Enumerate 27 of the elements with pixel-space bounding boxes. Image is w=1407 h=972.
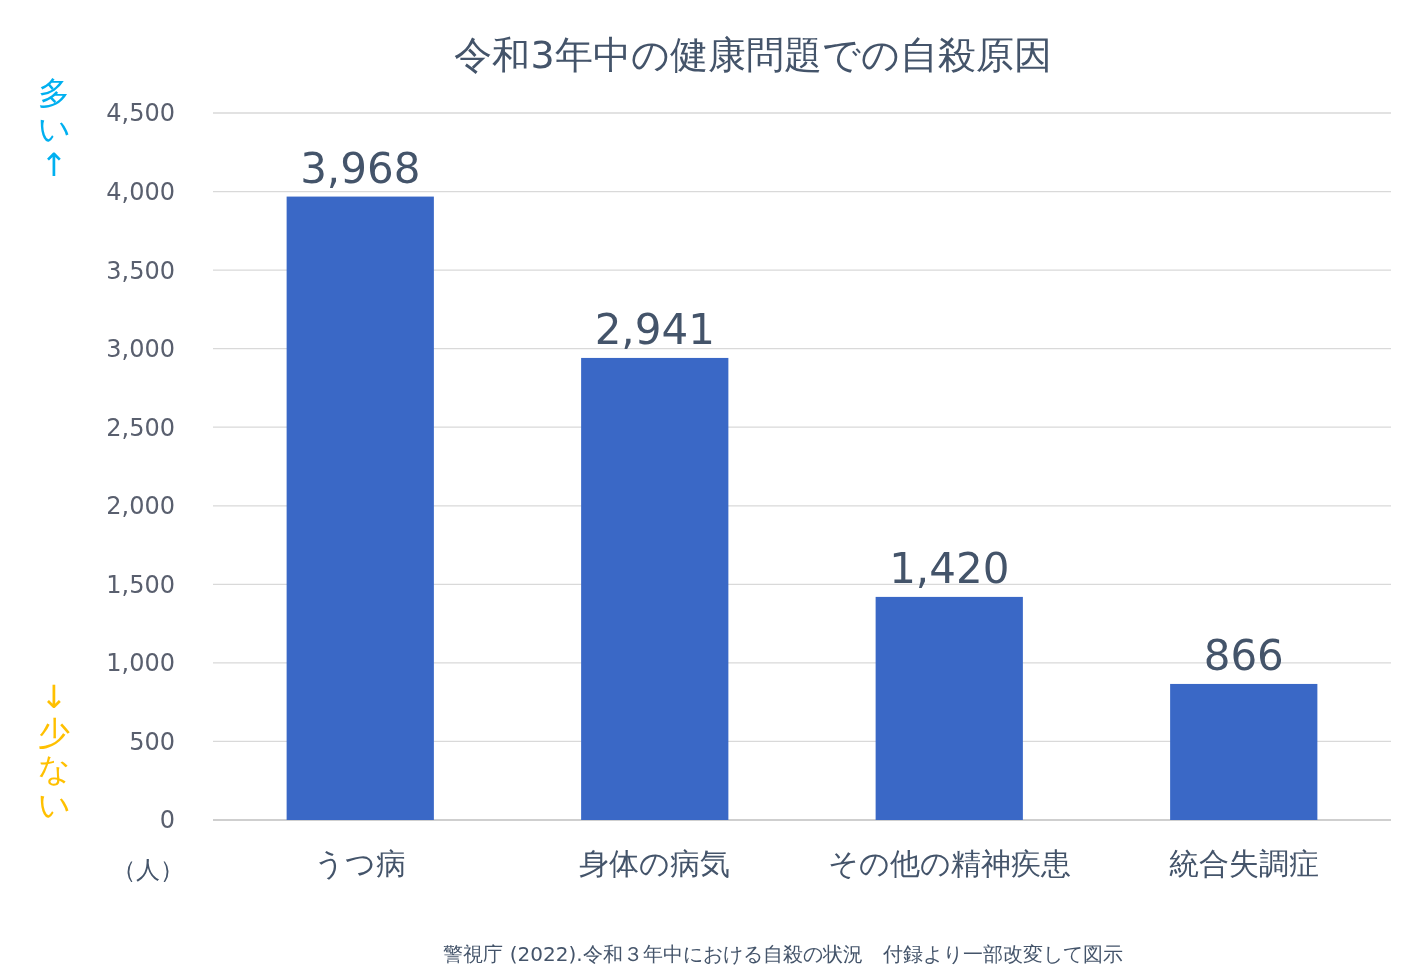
x-tick-label: 統合失調症 xyxy=(1168,846,1319,881)
y-tick-label: 0 xyxy=(159,806,175,835)
data-label: 3,968 xyxy=(300,143,421,193)
bar xyxy=(286,196,434,820)
text: 警視庁 (2022).令和３年中における自殺の状況 付録より一部改変して図示 xyxy=(443,942,1123,966)
bar xyxy=(1170,683,1318,820)
text: ↓少ない xyxy=(37,678,71,824)
bar xyxy=(581,357,729,820)
data-label: 866 xyxy=(1203,630,1284,680)
chart-title: 令和3年中の健康問題での自殺原因 xyxy=(454,33,1052,77)
y-tick-label: 4,000 xyxy=(106,177,175,206)
y-axis-title: （人） xyxy=(112,856,184,884)
x-tick-label: うつ病 xyxy=(314,846,407,881)
y-tick-label: 2,500 xyxy=(106,413,175,442)
y-tick-label: 1,500 xyxy=(106,570,175,599)
y-tick-label: 500 xyxy=(129,727,175,756)
data-label: 1,420 xyxy=(889,543,1010,593)
y-tick-label: 2,000 xyxy=(106,492,175,521)
bar xyxy=(875,596,1023,820)
data-label: 2,941 xyxy=(594,304,715,354)
y-tick-label: 3,000 xyxy=(106,335,175,364)
y-tick-label: 1,000 xyxy=(106,649,175,678)
x-tick-label: その他の精神疾患 xyxy=(827,846,1071,881)
y-tick-label: 3,500 xyxy=(106,256,175,285)
y-tick-label: 4,500 xyxy=(106,99,175,128)
x-tick-label: 身体の病気 xyxy=(579,846,731,881)
text: 多い↑ xyxy=(37,74,71,184)
